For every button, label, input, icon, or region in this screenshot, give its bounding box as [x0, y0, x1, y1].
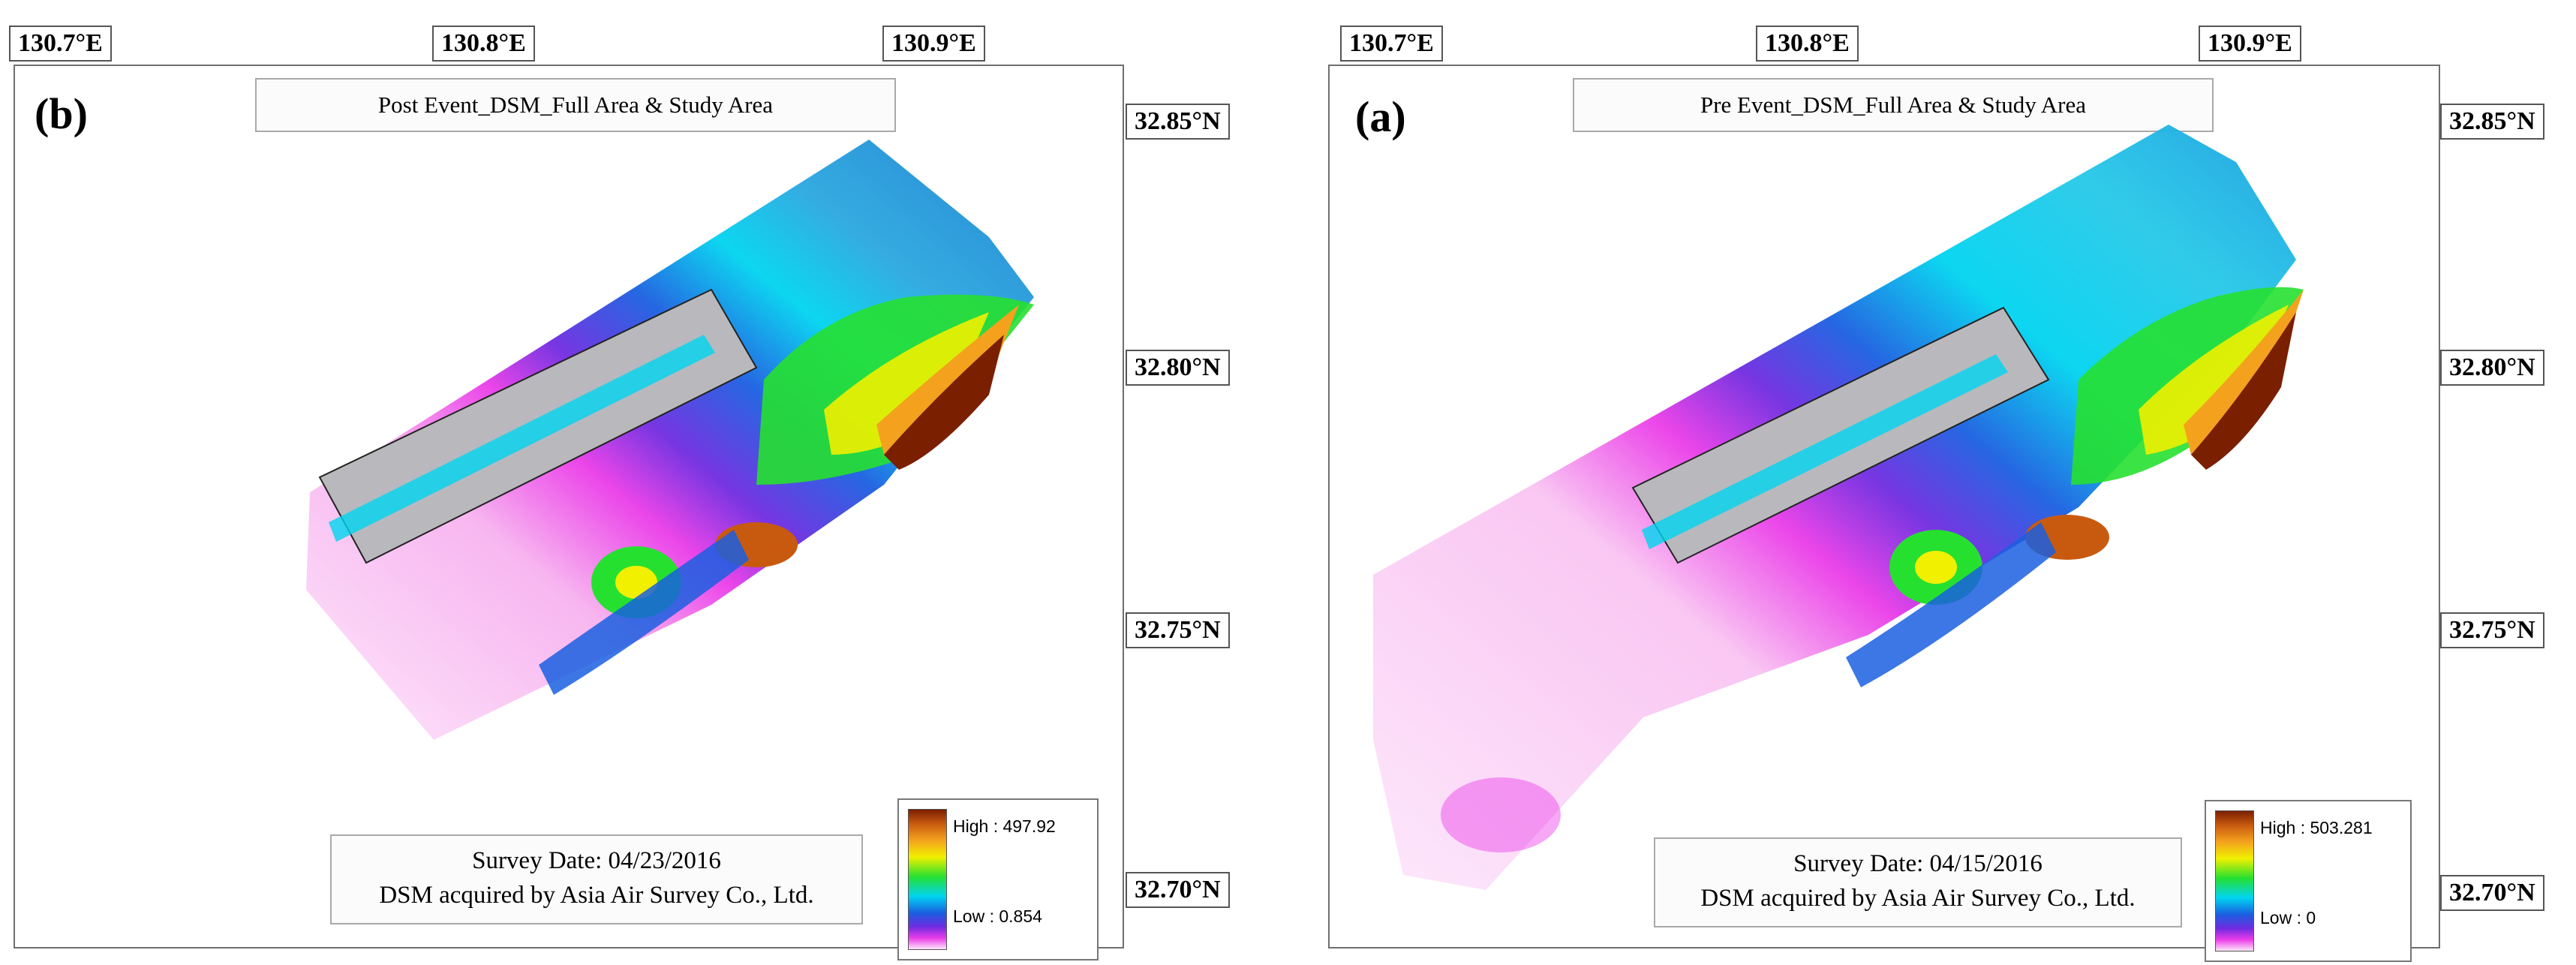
panel-b: 130.7°E 130.8°E 130.9°E (b) Post Event_D…	[0, 0, 1276, 965]
elevation-legend: High : 497.92 Low : 0.854	[897, 798, 1099, 960]
terrain-band-blue	[1846, 522, 2056, 687]
lon-tick-130-9: 130.9°E	[882, 26, 985, 62]
survey-info: Survey Date: 04/23/2016 DSM acquired by …	[330, 834, 863, 924]
legend-low: Low : 0	[2260, 908, 2316, 927]
survey-date: Survey Date: 04/23/2016	[472, 847, 721, 874]
elevation-color-ramp	[908, 809, 947, 950]
lat-tick-32-80: 32.80°N	[1126, 350, 1230, 386]
legend-high: High : 497.92	[953, 816, 1056, 836]
survey-info: Survey Date: 04/15/2016 DSM acquired by …	[1654, 837, 2182, 927]
elevation-color-ramp	[2215, 810, 2254, 951]
terrain-peak-orange	[2184, 290, 2304, 455]
panel-letter: (b)	[35, 89, 88, 138]
dsm-footprint	[306, 140, 1034, 740]
legend-low: Low : 0.854	[953, 906, 1042, 926]
lon-tick-130-7: 130.7°E	[9, 26, 112, 62]
dsm-map	[306, 140, 1034, 740]
lowland-patch	[1441, 777, 1561, 852]
dsm-footprint	[1373, 125, 2296, 890]
panel-a: 130.7°E 130.8°E 130.9°E (a) Pre Event_DS…	[1321, 0, 2576, 965]
study-area-buildings	[1642, 354, 2008, 549]
lat-tick-32-80: 32.80°N	[2440, 350, 2544, 386]
dsm-map	[1373, 125, 2304, 890]
lat-tick-32-85: 32.85°N	[2440, 104, 2544, 140]
terrain-peak-orange	[876, 305, 1019, 455]
lat-tick-32-85: 32.85°N	[1126, 104, 1230, 140]
lon-tick-130-7: 130.7°E	[1340, 26, 1443, 62]
lon-tick-130-9: 130.9°E	[2199, 26, 2301, 62]
terrain-band-yellow	[824, 312, 989, 455]
terrain-peak-brown	[2191, 312, 2296, 470]
map-title: Post Event_DSM_Full Area & Study Area	[255, 78, 896, 132]
terrain-peak-brown	[884, 335, 1004, 470]
lon-tick-130-8: 130.8°E	[432, 26, 535, 62]
elevation-legend: High : 503.281 Low : 0	[2205, 800, 2412, 962]
survey-credit: DSM acquired by Asia Air Survey Co., Ltd…	[1700, 885, 2136, 912]
lat-tick-32-75: 32.75°N	[2440, 612, 2544, 648]
lon-tick-130-8: 130.8°E	[1756, 26, 1859, 62]
legend-high: High : 503.281	[2260, 818, 2373, 837]
lat-tick-32-70: 32.70°N	[1126, 872, 1230, 908]
survey-credit: DSM acquired by Asia Air Survey Co., Ltd…	[379, 882, 814, 909]
terrain-band-yellow	[2139, 305, 2289, 455]
lat-tick-32-70: 32.70°N	[2440, 875, 2544, 911]
panel-letter: (a)	[1355, 92, 1406, 141]
terrain-band-blue	[539, 530, 749, 695]
lat-tick-32-75: 32.75°N	[1126, 612, 1230, 648]
terrain-hill-yellow	[1915, 551, 1957, 584]
survey-date: Survey Date: 04/15/2016	[1793, 850, 2042, 877]
study-area-buildings	[329, 335, 715, 542]
map-title: Pre Event_DSM_Full Area & Study Area	[1573, 78, 2214, 132]
